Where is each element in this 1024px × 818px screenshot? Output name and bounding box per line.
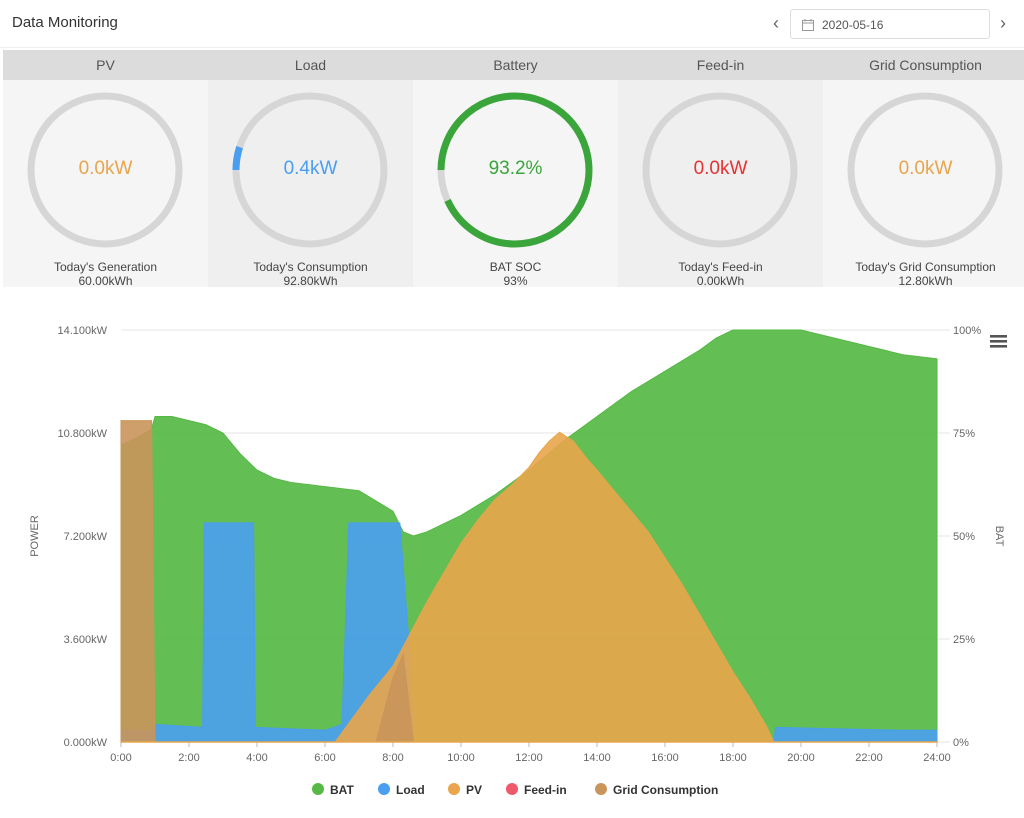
legend-label: BAT — [330, 783, 354, 797]
y2-tick-label: 75% — [953, 428, 975, 440]
feed-in-gauge — [642, 92, 798, 248]
legend-marker — [448, 783, 460, 795]
page-header: Data Monitoring ‹ 2020-05-16 › — [0, 0, 1024, 48]
y-tick-label: 7.200kW — [64, 531, 108, 543]
y-tick-label: 10.800kW — [57, 428, 107, 440]
legend-item-load[interactable]: Load — [378, 783, 425, 797]
legend-marker — [312, 783, 324, 795]
feed-in-value: 0.0kW — [693, 158, 748, 179]
legend-label: PV — [466, 783, 482, 797]
load-gauge — [232, 92, 388, 248]
legend-item-grid-consumption[interactable]: Grid Consumption — [595, 783, 718, 797]
x-tick-label: 18:00 — [719, 752, 747, 764]
pv-total: 60.00kWh — [78, 274, 133, 288]
x-tick-label: 16:00 — [651, 752, 679, 764]
x-tick-label: 24:00 — [923, 752, 951, 764]
y2-tick-label: 25% — [953, 634, 975, 646]
x-tick-label: 14:00 — [583, 752, 611, 764]
legend-marker — [595, 783, 607, 795]
battery-gauge — [437, 92, 593, 248]
legend-item-bat[interactable]: BAT — [312, 783, 354, 797]
legend-item-feed-in[interactable]: Feed-in — [506, 783, 567, 797]
power-chart: 0.000kW3.600kW7.200kW10.800kW14.100kW0%2… — [29, 325, 1007, 797]
pv-card-header: PV — [3, 50, 208, 80]
load-total: 92.80kWh — [283, 274, 338, 288]
load-label: Today's Consumption — [253, 260, 368, 274]
load-card-header: Load — [208, 50, 413, 80]
x-tick-label: 8:00 — [382, 752, 403, 764]
y2-tick-label: 50% — [953, 531, 975, 543]
legend-marker — [506, 783, 518, 795]
grid-card-header: Grid Consumption — [823, 50, 1024, 80]
date-value: 2020-05-16 — [822, 18, 884, 32]
x-tick-label: 0:00 — [110, 752, 131, 764]
x-tick-label: 22:00 — [855, 752, 883, 764]
chart-menu-icon[interactable] — [990, 335, 1007, 348]
calendar-icon — [802, 19, 814, 31]
feed-in-gauge-track — [642, 92, 798, 248]
summary-cards: PV 0.0kW Today's Generation 60.00kWh Loa… — [3, 50, 1024, 288]
battery-card-header: Battery — [413, 50, 618, 80]
pv-card: PV 0.0kW Today's Generation 60.00kWh — [3, 50, 208, 288]
legend-label: Grid Consumption — [613, 783, 718, 797]
grid-gauge — [847, 92, 1003, 248]
battery-gauge-fill — [437, 92, 593, 248]
pv-gauge — [27, 92, 183, 248]
y-axis-title: POWER — [29, 515, 41, 557]
legend-label: Feed-in — [524, 783, 567, 797]
x-tick-label: 4:00 — [246, 752, 267, 764]
battery-value: 93.2% — [488, 158, 543, 179]
load-value: 0.4kW — [283, 158, 338, 179]
battery-label: BAT SOC — [489, 260, 542, 274]
x-tick-label: 10:00 — [447, 752, 475, 764]
load-gauge-fill — [232, 92, 388, 248]
pv-series-area — [121, 431, 937, 743]
x-tick-label: 2:00 — [178, 752, 199, 764]
grid-gauge-track — [847, 92, 1003, 248]
legend-item-pv[interactable]: PV — [448, 783, 482, 797]
y-tick-label: 0.000kW — [64, 737, 108, 749]
x-tick-label: 6:00 — [314, 752, 335, 764]
x-tick-label: 20:00 — [787, 752, 815, 764]
legend-label: Load — [396, 783, 425, 797]
next-day-button[interactable]: › — [1000, 13, 1006, 33]
load-card: Load 0.4kW Today's Consumption 92.80kWh — [208, 50, 413, 288]
grid-value: 0.0kW — [898, 158, 953, 179]
feed-in-total: 0.00kWh — [696, 274, 745, 288]
date-picker[interactable]: 2020-05-16 — [790, 9, 990, 39]
grid-card: Grid Consumption 0.0kW Today's Grid Cons… — [823, 50, 1024, 288]
legend-marker — [378, 783, 390, 795]
page-title: Data Monitoring — [12, 14, 118, 31]
y-tick-label: 14.100kW — [57, 325, 107, 337]
y-tick-label: 3.600kW — [64, 634, 108, 646]
y2-tick-label: 100% — [953, 325, 981, 337]
pv-gauge-track — [27, 92, 183, 248]
x-tick-label: 12:00 — [515, 752, 543, 764]
pv-label: Today's Generation — [53, 260, 158, 274]
feed-in-label: Today's Feed-in — [678, 260, 763, 274]
feed-in-card: Feed-in 0.0kW Today's Feed-in 0.00kWh — [618, 50, 823, 288]
y2-axis-title: BAT — [993, 526, 1005, 547]
grid-label: Today's Grid Consumption — [855, 260, 996, 274]
y2-tick-label: 0% — [953, 737, 969, 749]
battery-card: Battery 93.2% BAT SOC 93% — [413, 50, 618, 288]
pv-value: 0.0kW — [78, 158, 133, 179]
load-series-area — [120, 522, 938, 743]
feed-in-card-header: Feed-in — [618, 50, 823, 80]
battery-soc: 93% — [503, 274, 528, 288]
previous-day-button[interactable]: ‹ — [773, 13, 779, 33]
grid-total: 12.80kWh — [898, 274, 953, 288]
